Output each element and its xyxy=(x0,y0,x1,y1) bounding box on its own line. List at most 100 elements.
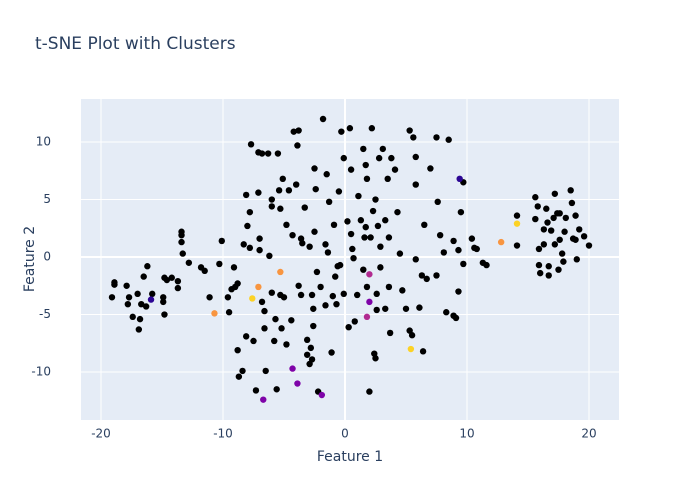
scatter-point xyxy=(239,367,246,375)
scatter-point xyxy=(246,208,254,216)
scatter-point xyxy=(149,290,156,298)
x-tick-label: 20 xyxy=(581,427,596,441)
y-tick-label: 0 xyxy=(43,250,51,264)
scatter-point xyxy=(333,300,340,308)
scatter-point xyxy=(366,271,373,278)
scatter-point xyxy=(178,231,185,239)
scatter-point xyxy=(460,260,467,268)
scatter-point xyxy=(410,134,417,141)
scatter-point xyxy=(445,136,452,143)
scatter-point xyxy=(319,115,327,123)
scatter-point xyxy=(249,295,256,302)
scatter-point xyxy=(242,191,250,199)
scatter-point xyxy=(325,198,333,206)
scatter-point xyxy=(277,205,284,212)
scatter-point xyxy=(310,322,317,330)
scatter-point xyxy=(372,355,379,362)
scatter-point xyxy=(497,238,505,246)
scatter-point xyxy=(540,241,548,248)
scatter-point xyxy=(324,249,332,256)
scatter-point xyxy=(147,296,155,303)
scatter-point xyxy=(513,242,521,249)
scatter-point xyxy=(346,125,354,132)
scatter-point xyxy=(394,208,401,216)
scatter-point xyxy=(547,227,555,234)
scatter-point xyxy=(384,175,391,183)
scatter-point xyxy=(550,214,557,222)
scatter-point xyxy=(124,300,132,308)
scatter-point xyxy=(340,154,347,162)
x-tick-label: -10 xyxy=(213,427,233,441)
scatter-point xyxy=(240,241,247,248)
scatter-point xyxy=(288,317,295,324)
scatter-point xyxy=(274,150,282,157)
scatter-point xyxy=(293,181,300,188)
scatter-point xyxy=(373,306,380,314)
scatter-point xyxy=(456,175,463,183)
scatter-point xyxy=(363,175,371,183)
scatter-point xyxy=(399,287,406,294)
scatter-point xyxy=(211,310,218,317)
scatter-point xyxy=(268,196,276,203)
scatter-point xyxy=(111,279,118,286)
x-tick-label: -20 xyxy=(91,427,111,441)
scatter-point xyxy=(268,203,276,210)
scatter-point xyxy=(391,166,399,173)
scatter-point xyxy=(250,337,257,345)
scatter-point xyxy=(544,219,551,226)
scatter-point xyxy=(375,154,383,162)
scatter-point xyxy=(278,325,285,332)
scatter-point xyxy=(247,141,255,148)
y-tick-label: -10 xyxy=(31,365,51,379)
scatter-point xyxy=(402,305,410,312)
scatter-point xyxy=(338,128,345,135)
scatter-point xyxy=(360,266,367,273)
scatter-point xyxy=(179,250,186,257)
scatter-point xyxy=(558,250,566,257)
scatter-point xyxy=(125,294,133,301)
scatter-point xyxy=(483,261,490,269)
scatter-point xyxy=(534,203,541,210)
scatter-point xyxy=(361,234,368,241)
scatter-point xyxy=(406,127,413,134)
x-tick-label: 0 xyxy=(341,427,349,441)
scatter-point xyxy=(174,284,182,292)
scatter-point xyxy=(473,245,480,253)
scatter-point xyxy=(277,268,284,276)
scatter-point xyxy=(261,325,268,332)
scatter-point xyxy=(279,175,286,183)
scatter-point xyxy=(568,199,576,207)
scatter-point xyxy=(360,145,367,153)
scatter-point xyxy=(551,241,559,248)
scatter-point xyxy=(418,272,426,279)
scatter-point xyxy=(543,205,550,212)
scatter-point xyxy=(255,189,262,196)
scatter-point xyxy=(134,290,141,298)
scatter-point xyxy=(258,298,266,306)
scatter-point xyxy=(408,332,416,339)
scatter-point xyxy=(328,349,335,356)
scatter-point xyxy=(513,212,521,219)
y-axis-title: Feature 2 xyxy=(22,226,38,292)
scatter-point xyxy=(322,302,329,309)
scatter-point xyxy=(366,298,373,306)
scatter-point xyxy=(386,329,394,337)
scatter-point xyxy=(545,263,552,270)
scatter-point xyxy=(283,221,290,229)
scatter-point xyxy=(261,307,268,315)
scatter-point xyxy=(362,161,369,169)
scatter-point xyxy=(308,356,316,363)
scatter-point xyxy=(224,294,232,301)
scatter-point xyxy=(290,128,297,135)
scatter-point xyxy=(433,272,440,279)
scatter-point xyxy=(421,221,428,229)
scatter-point xyxy=(185,259,193,266)
scatter-point xyxy=(382,305,389,312)
scatter-point xyxy=(388,154,395,162)
scatter-point xyxy=(436,231,444,239)
scatter-point xyxy=(299,240,306,247)
scatter-point xyxy=(322,241,329,248)
scatter-point xyxy=(349,245,356,253)
scatter-point xyxy=(206,294,213,301)
scatter-point xyxy=(556,236,563,243)
